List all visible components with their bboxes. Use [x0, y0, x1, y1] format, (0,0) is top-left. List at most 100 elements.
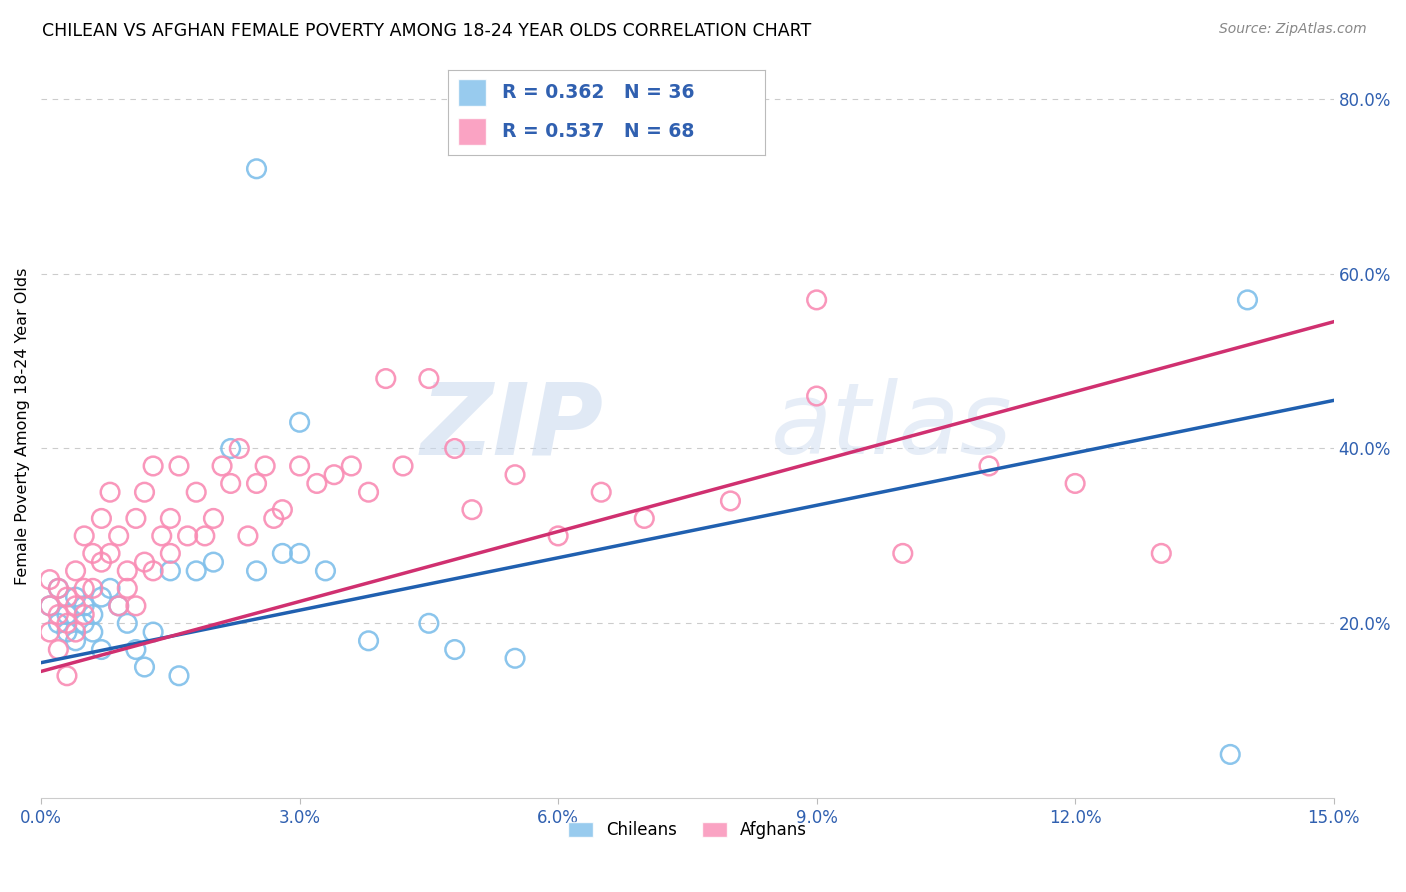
Point: [90, 642, 112, 657]
Point: [977, 458, 1000, 473]
Point: [263, 511, 285, 525]
Point: [38, 573, 60, 587]
Point: [891, 546, 914, 560]
Point: [73, 599, 96, 613]
Point: [46, 582, 69, 596]
Point: [633, 511, 655, 525]
Point: [211, 458, 233, 473]
Point: [228, 442, 250, 456]
Point: [219, 476, 242, 491]
Point: [142, 458, 165, 473]
Point: [503, 651, 526, 665]
Point: [82, 546, 104, 560]
Point: [65, 633, 87, 648]
Point: [65, 625, 87, 640]
Point: [56, 607, 79, 622]
Point: [46, 582, 69, 596]
Point: [806, 389, 828, 403]
Point: [176, 529, 198, 543]
Point: [73, 607, 96, 622]
Point: [1236, 293, 1258, 307]
Point: [1219, 747, 1241, 762]
Point: [107, 599, 129, 613]
Point: [186, 564, 208, 578]
Point: [82, 625, 104, 640]
Point: [720, 494, 742, 508]
Point: [117, 616, 139, 631]
Point: [65, 599, 87, 613]
Text: CHILEAN VS AFGHAN FEMALE POVERTY AMONG 18-24 YEAR OLDS CORRELATION CHART: CHILEAN VS AFGHAN FEMALE POVERTY AMONG 1…: [42, 22, 811, 40]
Text: Source: ZipAtlas.com: Source: ZipAtlas.com: [1219, 22, 1367, 37]
Point: [503, 467, 526, 482]
Point: [98, 546, 121, 560]
Point: [288, 546, 311, 560]
Point: [46, 616, 69, 631]
Point: [461, 502, 484, 516]
Point: [245, 161, 267, 176]
Point: [90, 511, 112, 525]
Point: [38, 599, 60, 613]
Point: [167, 669, 190, 683]
Point: [56, 590, 79, 604]
Point: [547, 529, 569, 543]
Point: [56, 616, 79, 631]
Point: [142, 564, 165, 578]
Point: [82, 607, 104, 622]
Point: [340, 458, 363, 473]
Point: [125, 599, 148, 613]
Point: [125, 511, 148, 525]
Point: [90, 555, 112, 569]
Point: [65, 564, 87, 578]
Point: [245, 564, 267, 578]
Point: [38, 599, 60, 613]
Point: [159, 564, 181, 578]
Point: [117, 582, 139, 596]
Point: [98, 485, 121, 500]
Point: [288, 415, 311, 429]
Y-axis label: Female Poverty Among 18-24 Year Olds: Female Poverty Among 18-24 Year Olds: [15, 268, 30, 585]
Point: [56, 669, 79, 683]
Point: [142, 625, 165, 640]
Point: [73, 529, 96, 543]
Point: [46, 642, 69, 657]
Point: [357, 485, 380, 500]
Point: [73, 582, 96, 596]
Point: [134, 555, 156, 569]
Point: [150, 529, 173, 543]
Point: [202, 555, 225, 569]
Point: [236, 529, 259, 543]
Text: atlas: atlas: [772, 378, 1012, 475]
Point: [194, 529, 217, 543]
Point: [107, 599, 129, 613]
Point: [46, 607, 69, 622]
Point: [314, 564, 336, 578]
Point: [117, 564, 139, 578]
Point: [219, 442, 242, 456]
Point: [271, 502, 294, 516]
Point: [392, 458, 415, 473]
Point: [1150, 546, 1173, 560]
Point: [806, 293, 828, 307]
Point: [65, 590, 87, 604]
Point: [107, 529, 129, 543]
Point: [159, 511, 181, 525]
Point: [56, 625, 79, 640]
Point: [418, 616, 440, 631]
Point: [591, 485, 613, 500]
Point: [202, 511, 225, 525]
Legend: Chileans, Afghans: Chileans, Afghans: [561, 814, 814, 846]
Point: [125, 642, 148, 657]
Point: [357, 633, 380, 648]
Point: [73, 616, 96, 631]
Point: [323, 467, 346, 482]
Point: [418, 371, 440, 385]
Point: [245, 476, 267, 491]
Point: [159, 546, 181, 560]
Point: [98, 582, 121, 596]
Point: [38, 625, 60, 640]
Point: [186, 485, 208, 500]
Text: ZIP: ZIP: [420, 378, 603, 475]
Point: [305, 476, 328, 491]
Point: [374, 371, 396, 385]
Point: [134, 660, 156, 674]
